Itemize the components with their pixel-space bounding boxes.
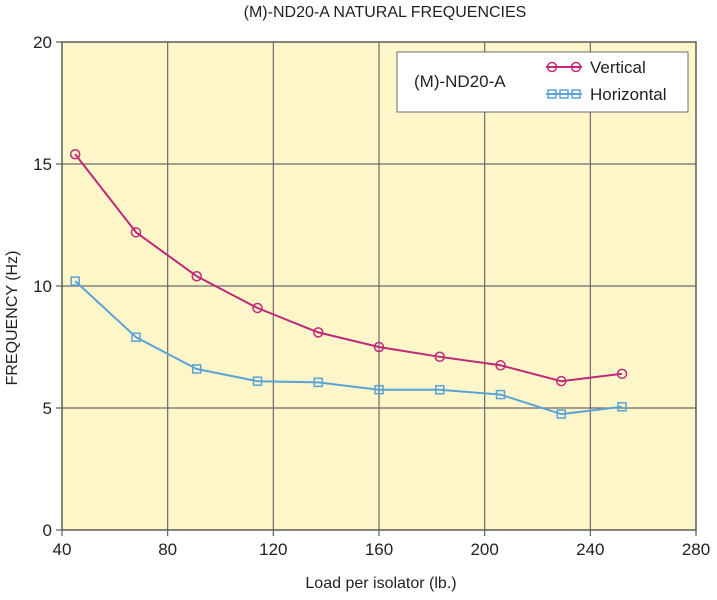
series-line-horizontal [74, 280, 623, 416]
x-tick-label: 280 [682, 540, 710, 559]
legend-label: Vertical [590, 58, 646, 77]
data-point-horizontal [435, 384, 445, 395]
grid [62, 42, 696, 530]
series-line-vertical [74, 153, 623, 383]
legend-title: (M)-ND20-A [414, 72, 506, 91]
x-tick-label: 200 [470, 540, 498, 559]
data-point-horizontal [495, 389, 506, 400]
x-tick-label: 240 [576, 540, 604, 559]
data-point-horizontal [252, 376, 263, 386]
chart-title: (M)-ND20-A NATURAL FREQUENCIES [244, 4, 527, 21]
x-tick-label: 80 [158, 540, 177, 559]
data-point-vertical [130, 227, 142, 238]
data-point-vertical [373, 341, 385, 353]
legend-marker-icon [571, 89, 581, 99]
data-point-horizontal [374, 384, 384, 395]
data-point-horizontal [556, 409, 567, 419]
x-tick-label: 40 [53, 540, 72, 559]
data-point-horizontal [191, 364, 202, 374]
data-point-vertical [252, 302, 263, 314]
data-point-vertical [69, 148, 81, 160]
legend-box [396, 51, 689, 113]
x-axis-label: Load per isolator (lb.) [305, 575, 456, 592]
axis-ticks: 40 80 120 160 200 240 280 0 5 10 15 20 [33, 33, 710, 559]
data-point-vertical [191, 270, 202, 282]
y-axis-label: FREQUENCY (Hz) [4, 251, 21, 386]
series-layer [69, 148, 628, 419]
data-point-vertical [312, 327, 324, 338]
data-point-horizontal [131, 332, 141, 342]
legend-marker-icon [570, 61, 582, 73]
data-point-vertical [556, 375, 567, 387]
y-tick-label: 0 [43, 521, 52, 540]
x-tick-label: 120 [259, 540, 287, 559]
legend: (M)-ND20-A Vertical Horizontal [396, 51, 689, 113]
data-point-horizontal [313, 377, 323, 388]
series-vertical [69, 148, 628, 387]
y-tick-label: 5 [43, 399, 52, 418]
y-tick-label: 20 [33, 33, 52, 52]
legend-marker-icon [546, 61, 558, 73]
series-horizontal [70, 276, 627, 419]
y-tick-label: 10 [33, 277, 52, 296]
data-point-horizontal [70, 276, 80, 286]
y-tick-label: 15 [33, 155, 52, 174]
data-point-horizontal [617, 402, 627, 412]
x-tick-label: 160 [365, 540, 393, 559]
legend-marker-icon [559, 89, 569, 99]
legend-item-vertical: Vertical [546, 58, 646, 77]
legend-marker-icon [547, 89, 557, 99]
data-point-vertical [434, 351, 446, 363]
legend-label: Horizontal [590, 85, 667, 104]
legend-item-horizontal: Horizontal [546, 85, 667, 104]
data-point-vertical [495, 360, 506, 371]
data-point-vertical [616, 368, 628, 380]
